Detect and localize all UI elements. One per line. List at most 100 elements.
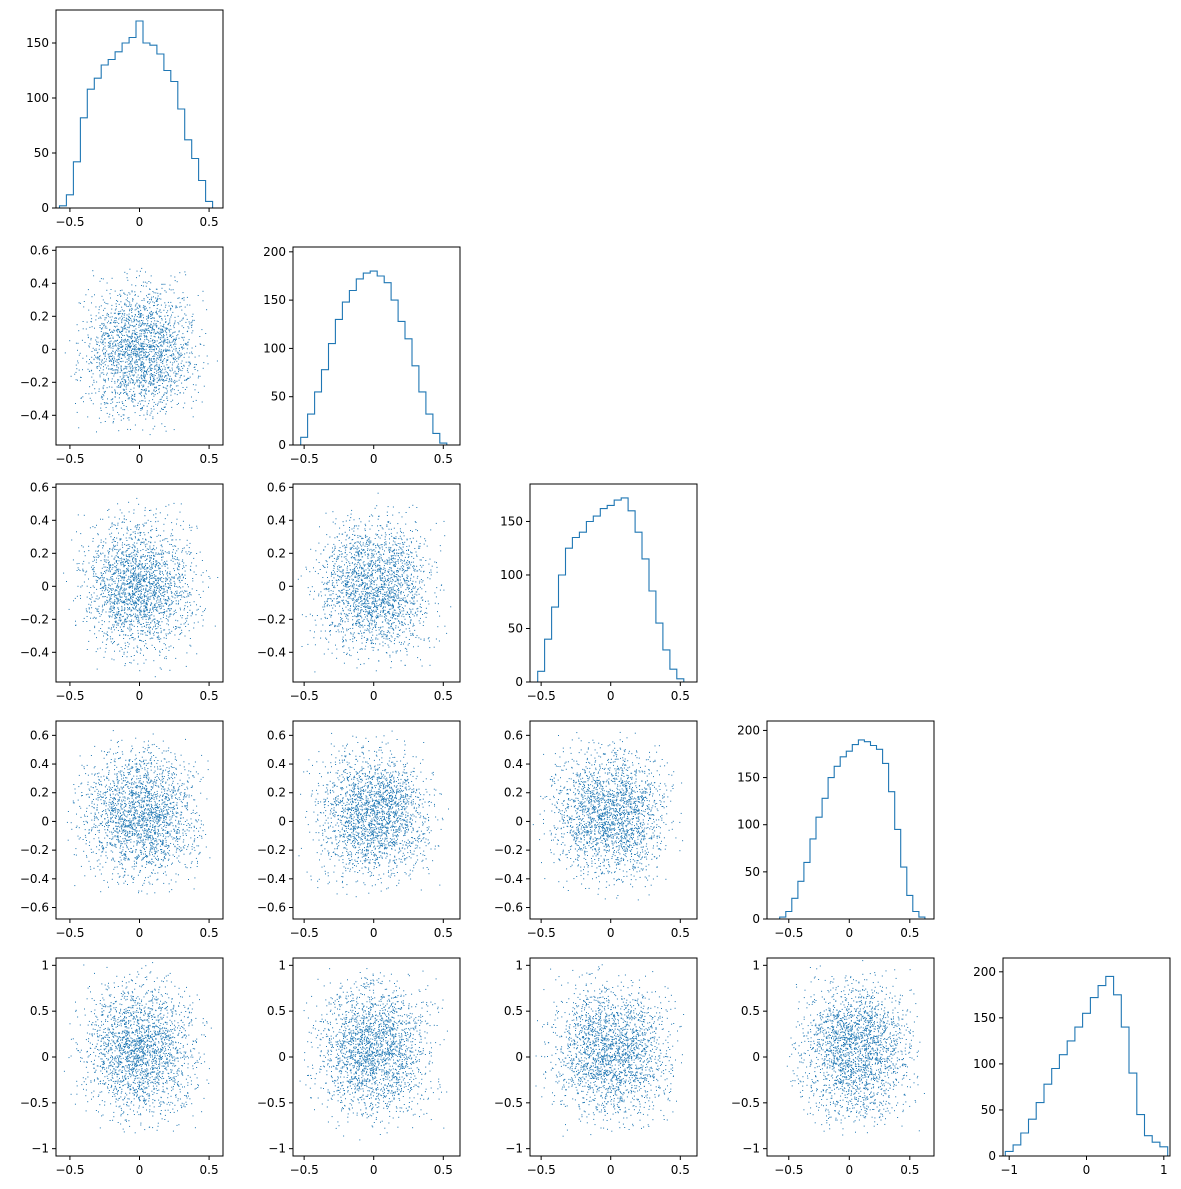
- scatter-point: [177, 626, 179, 628]
- scatter-point: [378, 591, 379, 593]
- scatter-point: [171, 603, 173, 605]
- scatter-point: [106, 327, 108, 329]
- scatter-point: [114, 290, 116, 292]
- scatter-point: [75, 379, 77, 381]
- scatter-point: [163, 609, 165, 610]
- scatter-point: [334, 547, 336, 549]
- scatter-point: [102, 343, 104, 345]
- scatter-point: [95, 617, 97, 619]
- scatter-point: [126, 318, 128, 320]
- scatter-point: [96, 381, 98, 383]
- scatter-point: [149, 582, 151, 584]
- scatter-point: [154, 624, 156, 626]
- scatter-point: [148, 390, 150, 392]
- scatter-point: [131, 620, 132, 622]
- scatter-point: [141, 400, 143, 402]
- scatter-point: [170, 344, 172, 346]
- xtick-label: 0.5: [200, 215, 219, 229]
- scatter-point: [104, 301, 106, 303]
- scatter-point: [116, 544, 118, 546]
- scatter-point: [103, 632, 105, 634]
- scatter-point: [153, 371, 155, 373]
- scatter-point: [179, 369, 181, 371]
- scatter-point: [153, 554, 155, 556]
- scatter-point: [97, 534, 99, 536]
- scatter-point: [145, 659, 147, 661]
- scatter-point: [129, 319, 130, 321]
- scatter-point: [301, 614, 303, 616]
- scatter-point: [130, 629, 132, 631]
- scatter-point: [352, 590, 354, 592]
- scatter-point: [186, 652, 188, 654]
- scatter-point: [398, 552, 399, 554]
- scatter-point: [139, 586, 141, 588]
- scatter-point: [158, 562, 160, 563]
- scatter-point: [399, 621, 401, 623]
- scatter-point: [395, 600, 397, 602]
- scatter-point: [184, 402, 186, 404]
- scatter-point: [181, 354, 183, 356]
- scatter-point: [97, 533, 99, 535]
- scatter-point: [129, 662, 131, 663]
- scatter-point: [159, 348, 161, 350]
- scatter-point: [126, 376, 128, 378]
- scatter-point: [83, 570, 85, 572]
- scatter-point: [110, 297, 111, 299]
- scatter-point: [151, 644, 153, 646]
- scatter-point: [149, 510, 150, 511]
- scatter-point: [160, 579, 161, 581]
- scatter-point: [184, 607, 185, 609]
- scatter-point: [103, 566, 105, 568]
- scatter-point: [186, 344, 188, 346]
- scatter-point: [367, 620, 369, 622]
- scatter-point: [145, 634, 147, 636]
- scatter-point: [117, 568, 119, 570]
- scatter-point: [189, 609, 191, 611]
- scatter-point: [130, 354, 132, 356]
- scatter-point: [134, 550, 136, 552]
- scatter-point: [137, 583, 138, 585]
- scatter-point: [127, 349, 129, 351]
- scatter-point: [175, 347, 177, 349]
- scatter-point: [127, 335, 129, 337]
- scatter-point: [100, 317, 102, 319]
- scatter-point: [109, 368, 111, 370]
- scatter-point: [111, 358, 113, 360]
- scatter-point: [154, 631, 155, 633]
- scatter-point: [112, 336, 114, 338]
- scatter-point: [143, 306, 145, 308]
- scatter-point: [123, 570, 125, 572]
- scatter-point: [425, 540, 427, 542]
- scatter-point: [128, 565, 130, 567]
- scatter-point: [158, 568, 160, 570]
- scatter-point: [85, 571, 87, 573]
- scatter-point: [124, 665, 126, 667]
- scatter-point: [105, 572, 107, 574]
- scatter-point: [156, 300, 158, 302]
- scatter-point: [140, 576, 142, 578]
- scatter-point: [144, 534, 146, 536]
- scatter-point: [173, 325, 175, 327]
- scatter-point: [144, 640, 146, 641]
- scatter-point: [174, 331, 176, 333]
- scatter-point: [124, 583, 126, 585]
- scatter-point: [176, 590, 178, 592]
- scatter-point: [118, 586, 120, 588]
- scatter-point: [146, 647, 148, 649]
- scatter-point: [121, 616, 123, 618]
- scatter-point: [166, 589, 168, 591]
- scatter-point: [174, 597, 176, 599]
- scatter-point: [367, 605, 369, 607]
- scatter-point: [101, 395, 103, 397]
- scatter-point: [156, 310, 157, 312]
- scatter-point: [183, 347, 185, 349]
- scatter-point: [147, 369, 148, 371]
- scatter-point: [138, 314, 139, 315]
- scatter-point: [133, 620, 135, 622]
- scatter-point: [169, 361, 171, 363]
- scatter-point: [132, 298, 134, 300]
- scatter-point: [121, 353, 123, 355]
- scatter-point: [412, 598, 414, 600]
- scatter-point: [130, 597, 131, 599]
- scatter-point: [166, 615, 168, 617]
